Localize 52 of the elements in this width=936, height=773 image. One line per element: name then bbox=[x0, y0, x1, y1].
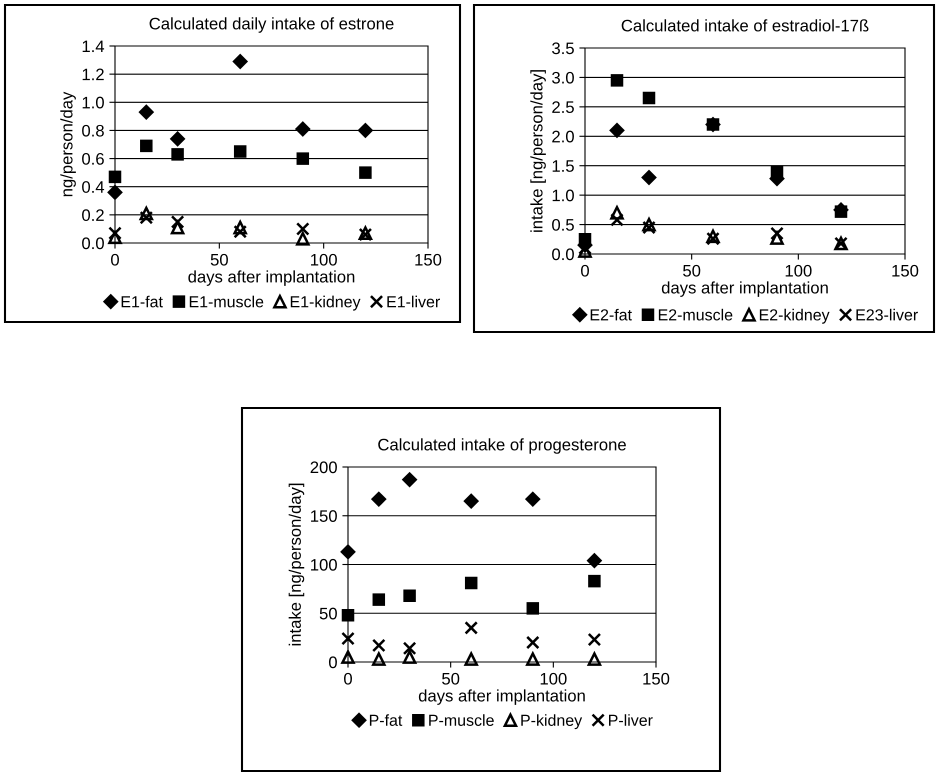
y-axis-title: intake [ng/person/day] bbox=[288, 484, 304, 646]
y-tick-label: 150 bbox=[311, 510, 337, 522]
y-tick-label: 0.5 bbox=[552, 218, 574, 231]
legend-label: E1-kidney bbox=[290, 296, 361, 311]
x-axis-title: days after implantation bbox=[662, 281, 828, 297]
y-tick-label: 200 bbox=[310, 461, 337, 474]
y-tick-label: 50 bbox=[320, 608, 337, 620]
legend-label: E2-kidney bbox=[760, 308, 830, 324]
y-tick-label: 100 bbox=[311, 558, 337, 571]
y-tick-label: 0.0 bbox=[82, 237, 104, 250]
legend-label: E1-liver bbox=[387, 296, 440, 308]
x-tick-label: 50 bbox=[683, 264, 700, 277]
x-tick-label: 150 bbox=[643, 672, 670, 685]
x-tick-label: 100 bbox=[786, 264, 812, 277]
y-tick-label: 0 bbox=[328, 656, 337, 668]
y-tick-label: 3.0 bbox=[552, 72, 574, 84]
chart-title: Calculated intake of estradiol-17ß bbox=[622, 19, 868, 32]
y-tick-label: 3.5 bbox=[552, 42, 574, 54]
y-tick-label: 0.2 bbox=[82, 209, 104, 222]
y-tick-label: 2.5 bbox=[552, 101, 574, 114]
y-tick-label: 2.0 bbox=[552, 130, 574, 142]
x-tick-label: 0 bbox=[111, 254, 119, 266]
x-axis-title: days after implantation bbox=[418, 689, 585, 705]
legend-label: E2-muscle bbox=[658, 308, 732, 321]
x-tick-label: 150 bbox=[892, 264, 918, 277]
legend-label: E23-liver bbox=[856, 308, 918, 321]
legend-label: P-kidney bbox=[521, 714, 582, 730]
x-tick-label: 0 bbox=[581, 264, 589, 277]
y-tick-label: 1.0 bbox=[82, 96, 104, 108]
y-tick-label: 0.6 bbox=[82, 152, 104, 165]
y-tick-label: 0.0 bbox=[552, 248, 574, 260]
y-axis-title: intake [ng/person/day] bbox=[530, 70, 546, 232]
x-tick-label: 0 bbox=[344, 672, 352, 685]
y-tick-label: 0.4 bbox=[82, 181, 104, 193]
y-tick-label: 0.8 bbox=[82, 124, 104, 137]
legend-label: E1-fat bbox=[122, 296, 163, 308]
y-tick-label: 1.2 bbox=[82, 68, 104, 80]
chart-title: Calculated daily intake of estrone bbox=[150, 17, 394, 33]
y-axis-title: ng/person/day bbox=[60, 92, 76, 196]
x-tick-label: 150 bbox=[415, 254, 442, 266]
chart-title: Calculated intake of progesterone bbox=[378, 438, 626, 454]
legend-label: P-fat bbox=[370, 714, 402, 726]
x-axis-title: days after implantation bbox=[188, 270, 354, 286]
legend-label: P-liver bbox=[609, 714, 653, 726]
legend-label: E1-muscle bbox=[190, 296, 264, 308]
legend-label: P-muscle bbox=[429, 714, 494, 726]
y-tick-label: 1.4 bbox=[82, 40, 104, 52]
x-tick-label: 50 bbox=[210, 254, 228, 266]
legend-label: E2-fat bbox=[590, 308, 632, 321]
y-tick-label: 1.5 bbox=[552, 160, 574, 172]
y-tick-label: 1.0 bbox=[552, 190, 574, 202]
x-tick-label: 50 bbox=[442, 672, 460, 685]
